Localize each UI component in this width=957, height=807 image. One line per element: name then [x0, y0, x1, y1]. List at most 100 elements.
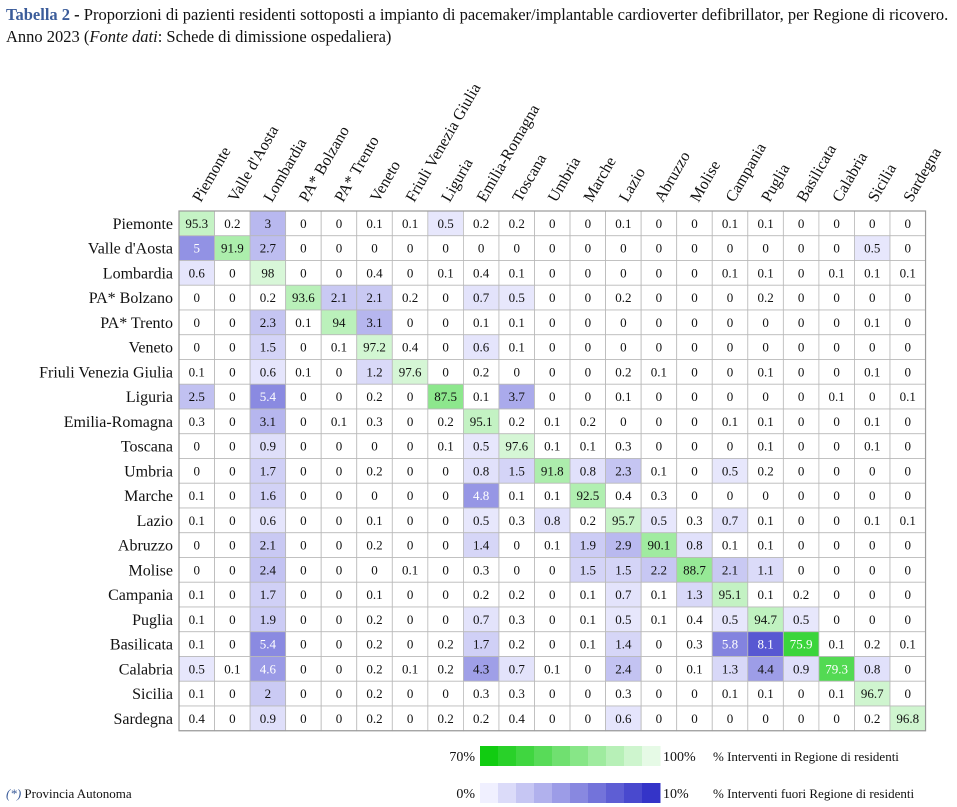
- cell-lombardia-piemonte: [178, 260, 215, 286]
- legend-diagonal-swatch: [516, 746, 535, 766]
- cell-value: 0: [194, 562, 201, 577]
- cell-toscana-pa-trento: [320, 433, 358, 459]
- cell-pa-bolzano-piemonte: [178, 284, 215, 311]
- cell-piemonte-toscana: [498, 210, 535, 237]
- cell-value: 0: [229, 364, 236, 379]
- cell-value: 0: [869, 290, 876, 305]
- cell-value: 0: [833, 562, 840, 577]
- cell-value: 0.1: [295, 315, 311, 330]
- cell-value: 97.6: [399, 364, 422, 379]
- cell-lazio-marche: [569, 507, 606, 534]
- cell-value: 0.4: [615, 488, 632, 503]
- cell-value: 0: [798, 538, 805, 553]
- column-label: Lazio: [616, 165, 649, 205]
- cell-pa-bolzano-emilia-romagna: [462, 284, 500, 311]
- column-label: Puglia: [758, 161, 793, 205]
- cell-puglia-basilicata: [782, 606, 820, 633]
- cell-value: 0.3: [509, 612, 525, 627]
- cell-value: 0: [371, 241, 378, 256]
- cell-value: 0: [549, 216, 556, 231]
- cell-sicilia-umbria: [534, 680, 571, 707]
- cell-value: 0: [229, 488, 236, 503]
- cell-molise-piemonte: [178, 557, 215, 583]
- cell-value: 0: [513, 241, 520, 256]
- cell-value: 92.5: [576, 488, 599, 503]
- legend-diagonal-swatch: [552, 746, 571, 766]
- cell-value: 0.5: [473, 439, 489, 454]
- cell-value: 0: [407, 463, 414, 478]
- cell-toscana-umbria: [534, 433, 571, 459]
- cell-value: 0: [371, 488, 378, 503]
- caption-label: Tabella 2: [6, 5, 71, 24]
- cell-value: 0: [691, 241, 698, 256]
- cell-value: 1.3: [686, 587, 702, 602]
- cell-value: 0: [229, 463, 236, 478]
- row-label: Sardegna: [113, 711, 173, 728]
- cell-value: 0.1: [438, 265, 454, 280]
- cell-value: 0: [407, 488, 414, 503]
- cell-liguria-lazio: [605, 383, 642, 410]
- cell-marche-lazio: [605, 482, 642, 509]
- cell-value: 2.3: [260, 315, 276, 330]
- cell-value: 0: [656, 216, 663, 231]
- cell-value: 0: [691, 711, 698, 726]
- cell-value: 0: [336, 612, 343, 627]
- cell-marche-pa-bolzano: [285, 482, 322, 509]
- cell-value: 0: [549, 637, 556, 652]
- cell-value: 0: [905, 488, 912, 503]
- cell-value: 91.9: [221, 241, 244, 256]
- cell-value: 0: [442, 488, 449, 503]
- cell-value: 0: [442, 463, 449, 478]
- cell-liguria-puglia: [747, 383, 784, 410]
- cell-value: 0: [407, 439, 414, 454]
- cell-value: 0: [869, 538, 876, 553]
- cell-sicilia-veneto: [356, 680, 393, 707]
- cell-lazio-emilia-romagna: [462, 507, 500, 534]
- cell-value: 0: [656, 637, 663, 652]
- cell-value: 0: [300, 711, 307, 726]
- cell-value: 0: [656, 661, 663, 676]
- cell-value: 0: [620, 265, 627, 280]
- cell-value: 0.1: [438, 439, 454, 454]
- cell-value: 0.4: [686, 612, 703, 627]
- cell-value: 88.7: [683, 562, 706, 577]
- cell-value: 0: [798, 488, 805, 503]
- cell-value: 0: [442, 315, 449, 330]
- cell-value: 0: [194, 315, 201, 330]
- cell-value: 0: [300, 488, 307, 503]
- cell-value: 0: [407, 389, 414, 404]
- cell-value: 0.9: [793, 661, 809, 676]
- cell-piemonte-basilicata: [782, 210, 820, 237]
- footnote-mark: (*): [6, 786, 22, 801]
- cell-abruzzo-friuli-venezia-giulia: [391, 532, 429, 558]
- cell-value: 0.4: [366, 265, 383, 280]
- cell-value: 0: [229, 389, 236, 404]
- cell-value: 0.1: [544, 439, 560, 454]
- cell-value: 0: [336, 241, 343, 256]
- cell-value: 2.1: [260, 538, 276, 553]
- cell-value: 0.2: [580, 513, 596, 528]
- cell-sardegna-veneto: [356, 705, 393, 732]
- cell-value: 0: [798, 463, 805, 478]
- cell-value: 0.5: [615, 612, 631, 627]
- cell-campania-basilicata: [782, 581, 820, 608]
- cell-pa-bolzano-lombardia: [249, 284, 287, 311]
- cell-value: 0.3: [366, 414, 382, 429]
- cell-value: 0.2: [438, 637, 454, 652]
- cell-value: 0: [869, 340, 876, 355]
- cell-value: 0.2: [438, 661, 454, 676]
- cell-value: 0: [905, 562, 912, 577]
- cell-pa-trento-basilicata: [782, 309, 820, 336]
- cell-value: 0: [229, 587, 236, 602]
- row-label: Lazio: [137, 513, 173, 530]
- cell-veneto-piemonte: [178, 334, 215, 360]
- cell-value: 0: [727, 439, 734, 454]
- cell-value: 0.2: [366, 538, 382, 553]
- legend-off-diagonal-swatch: [534, 783, 553, 803]
- cell-value: 0.1: [829, 265, 845, 280]
- cell-value: 0: [585, 315, 592, 330]
- cell-value: 0: [585, 290, 592, 305]
- cell-sicilia-lombardia: [249, 680, 287, 707]
- cell-value: 0.5: [651, 513, 667, 528]
- cell-value: 0: [229, 538, 236, 553]
